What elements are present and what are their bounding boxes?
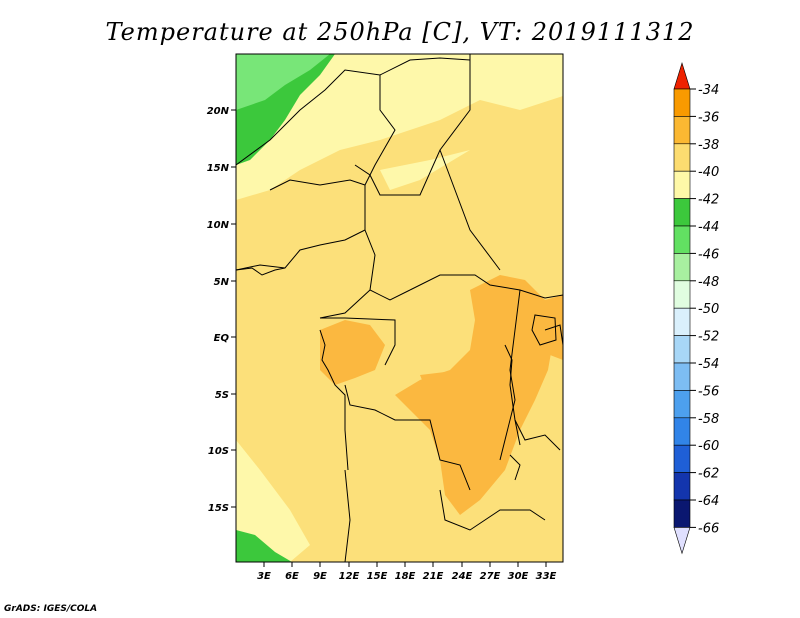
colorbar-swatch	[673, 335, 691, 364]
colorbar-label: -38	[698, 138, 719, 153]
lake-tanganyika	[504, 344, 521, 446]
colorbar: -34 -36 -38 -40 -42 -44 -46 -48 -50 -52 -54 -56 -58 -…	[673, 61, 719, 555]
coastline	[319, 329, 349, 471]
grads-credit: GrADS: IGES/COLA	[4, 604, 98, 614]
colorbar-swatch	[673, 280, 691, 309]
lon-axis: 3E 6E 9E 12E 15E 18E 21E 24E 27E 30E 33E	[257, 562, 557, 582]
colorbar-label: -48	[698, 275, 719, 290]
colorbar-swatch	[673, 499, 691, 528]
lon-label: 18E	[395, 571, 416, 582]
field-warm-east	[395, 275, 555, 515]
border-line	[319, 289, 371, 319]
lat-label: 5S	[215, 390, 229, 401]
colorbar-swatch	[673, 88, 691, 117]
lon-label: 6E	[285, 571, 299, 582]
lat-label: 10S	[208, 446, 229, 457]
colorbar-label: -44	[698, 220, 719, 235]
colorbar-swatch	[673, 307, 691, 336]
field-light-patch	[380, 150, 470, 190]
lon-label: 33E	[536, 571, 557, 582]
colorbar-label: -46	[698, 247, 719, 262]
colorbar-swatch	[673, 444, 691, 473]
lat-label: 15N	[207, 163, 230, 174]
border-line	[439, 489, 546, 531]
colorbar-swatch	[673, 390, 691, 419]
lat-label: 10N	[207, 220, 230, 231]
field-green-southwest	[236, 530, 292, 562]
field-light-north	[236, 54, 563, 200]
colorbar-label: -66	[698, 521, 719, 536]
lat-label: 15S	[208, 503, 229, 514]
field-light-southwest	[236, 440, 310, 562]
lon-label: 3E	[257, 571, 271, 582]
colorbar-label: -58	[698, 412, 719, 427]
country-borders	[236, 54, 563, 562]
lat-label: 5N	[214, 277, 230, 288]
border-line	[499, 289, 521, 461]
border-line	[236, 57, 471, 166]
lake-victoria	[531, 314, 557, 346]
field-warm-west	[320, 320, 385, 385]
border-line	[514, 419, 561, 451]
colorbar-label: -34	[698, 83, 719, 98]
lat-axis: 20N 15N 10N 5N EQ 5S 10S 15S	[207, 106, 236, 514]
colorbar-label: -40	[698, 165, 719, 180]
lake-malawi	[509, 454, 521, 481]
colorbar-label: -64	[698, 494, 719, 509]
coastline	[236, 267, 286, 276]
lon-label: 15E	[367, 571, 388, 582]
border-line	[439, 149, 501, 271]
border-line	[236, 229, 366, 271]
colorbar-label: -54	[698, 357, 719, 372]
colorbar-label: -62	[698, 467, 719, 482]
colorbar-swatch	[673, 417, 691, 446]
colorbar-label: -60	[698, 439, 719, 454]
lon-label: 12E	[339, 571, 360, 582]
colorbar-label: -56	[698, 384, 719, 399]
lat-label: 20N	[207, 106, 230, 117]
field-warm-small	[420, 372, 450, 400]
colorbar-swatch	[673, 362, 691, 391]
map-title: Temperature at 250hPa [C], VT: 201911131…	[105, 18, 695, 46]
border-line	[544, 324, 563, 346]
lon-label: 24E	[452, 571, 473, 582]
colorbar-label: -52	[698, 330, 719, 345]
colorbar-swatch	[673, 143, 691, 172]
colorbar-swatch	[673, 253, 691, 282]
lon-label: 21E	[423, 571, 444, 582]
lon-label: 9E	[313, 571, 327, 582]
lat-label: EQ	[214, 333, 230, 344]
colorbar-label: -36	[698, 110, 719, 125]
temperature-field	[236, 54, 563, 562]
map-frame	[235, 53, 564, 563]
colorbar-bottom-arrow	[673, 527, 691, 555]
border-line	[409, 274, 563, 299]
border-line	[364, 75, 411, 301]
lon-label: 30E	[508, 571, 529, 582]
field-green-light	[236, 54, 330, 110]
lon-label: 27E	[480, 571, 501, 582]
colorbar-label: -50	[698, 302, 719, 317]
colorbar-swatch	[673, 225, 691, 254]
colorbar-swatch	[673, 198, 691, 227]
border-line	[320, 317, 396, 366]
colorbar-swatch	[673, 170, 691, 199]
border-line	[344, 469, 351, 562]
colorbar-top-arrow	[673, 61, 691, 90]
colorbar-swatch	[673, 116, 691, 145]
colorbar-label: -42	[698, 193, 719, 208]
border-line	[344, 384, 471, 491]
border-line	[269, 179, 366, 191]
colorbar-swatch	[673, 472, 691, 501]
